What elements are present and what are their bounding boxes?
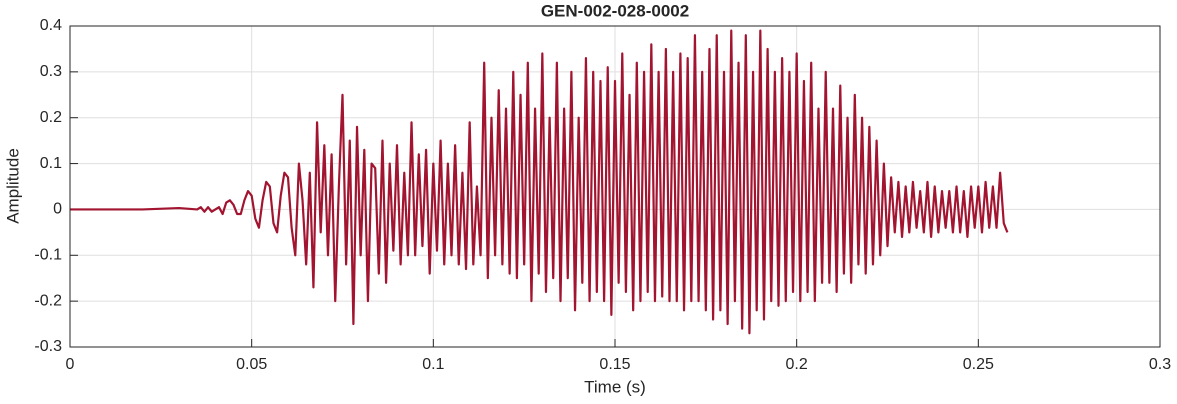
y-axis-label: Amplitude	[3, 148, 22, 224]
axes-box	[69, 25, 1161, 348]
x-tick-label: 0	[66, 356, 75, 373]
x-tick-label: 0.2	[786, 356, 808, 373]
waveform	[70, 29, 1009, 335]
x-tick-label: 0.05	[236, 356, 267, 373]
x-tick-label: 0.3	[1149, 356, 1171, 373]
y-tick-label: 0.3	[40, 63, 62, 80]
chart-title: GEN-002-028-0002	[541, 1, 689, 20]
x-tick-label: 0.15	[599, 356, 630, 373]
x-axis-label: Time (s)	[584, 377, 646, 396]
y-tick-label: 0	[53, 201, 62, 218]
y-tick-label: -0.2	[34, 292, 62, 309]
y-tick-label: 0.2	[40, 109, 62, 126]
x-tick-label: 0.25	[963, 356, 994, 373]
x-tick-label: 0.1	[422, 356, 444, 373]
y-tick-label: -0.1	[34, 247, 62, 264]
y-tick-label: 0.4	[40, 17, 62, 34]
y-tick-label: 0.1	[40, 155, 62, 172]
y-tick-label: -0.3	[34, 338, 62, 355]
